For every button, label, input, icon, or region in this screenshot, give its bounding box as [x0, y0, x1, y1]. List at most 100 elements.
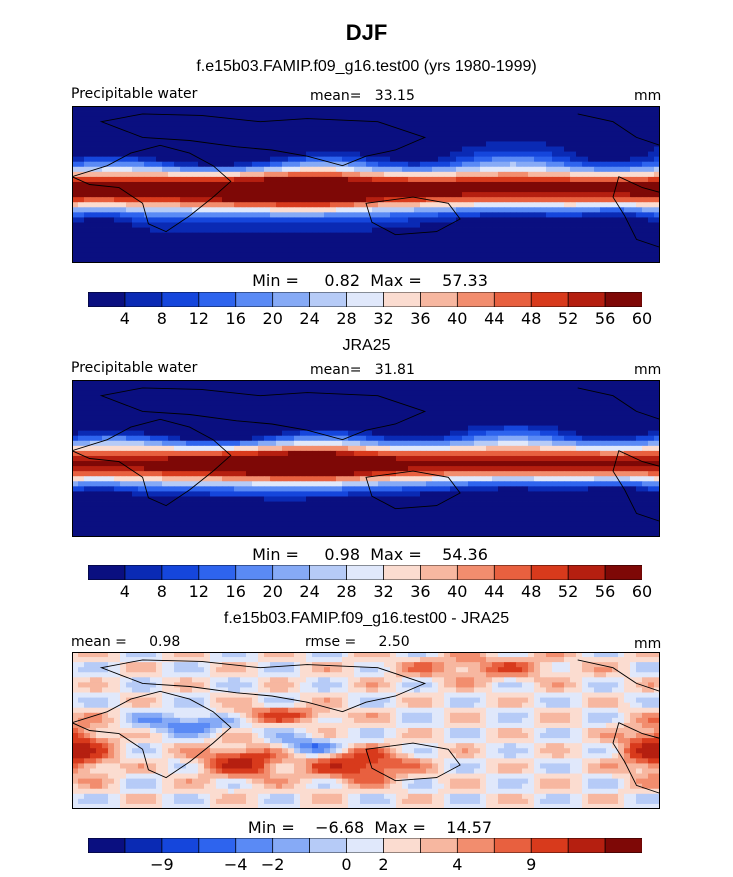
colorbar-swatch	[198, 292, 237, 307]
colorbar-swatch	[493, 838, 532, 853]
colorbar-tick-label: 56	[594, 309, 616, 328]
colorbar-tick-label: 56	[594, 582, 616, 601]
colorbar-swatch	[604, 292, 642, 307]
colorbar-swatch	[383, 292, 422, 307]
colorbar-tick-label: 40	[447, 582, 468, 601]
colorbar-swatch	[456, 292, 495, 307]
field-cells	[72, 652, 660, 809]
colorbar-tick-label: 24	[299, 309, 320, 328]
panel-2-colorbar	[88, 565, 642, 580]
figure-title: DJF	[345, 20, 388, 45]
panel-1-variable-label: Precipitable water	[71, 86, 198, 102]
colorbar-tick-label: 8	[156, 309, 167, 328]
panel-3-min-max: Min = −6.68 Max = 14.57	[247, 818, 493, 837]
colorbar-swatch	[198, 565, 237, 580]
panel-1-colorbar-ticks: 4 8 12 16 20 24 28 32 36 40 44 48 52 56 60	[88, 309, 652, 329]
panel-1-subtitle: f.e15b03.FAMIP.f09_g16.test00 (yrs 1980-…	[196, 58, 537, 75]
coastline	[577, 387, 660, 420]
colorbar-swatch	[272, 565, 311, 580]
colorbar-swatch	[235, 565, 274, 580]
colorbar-swatch	[88, 565, 126, 580]
colorbar-swatch	[88, 292, 126, 307]
coastline	[365, 196, 461, 236]
colorbar-tick-label: 52	[557, 582, 579, 601]
colorbar-swatch	[604, 838, 642, 853]
field-cells	[72, 106, 660, 263]
coastline	[612, 722, 660, 794]
map-frame	[72, 652, 660, 809]
panel-2-units-label: mm	[634, 362, 662, 378]
panel-1-colorbar	[88, 292, 642, 307]
colorbar-tick-label: 4	[119, 309, 130, 328]
coastline	[72, 418, 232, 507]
colorbar-tick-label: 28	[336, 309, 357, 328]
colorbar-tick-label: 60	[631, 309, 653, 328]
panel-1-units-label: mm	[634, 88, 662, 104]
panel-1-min-max: Min = 0.82 Max = 57.33	[252, 271, 488, 290]
colorbar-swatch	[88, 838, 126, 853]
colorbar-swatch	[493, 292, 532, 307]
panel-3-units-label: mm	[634, 636, 662, 652]
colorbar-tick-label: −4	[223, 855, 248, 874]
coastline	[577, 659, 660, 692]
colorbar-swatch	[198, 838, 237, 853]
colorbar-tick-label: 44	[484, 582, 505, 601]
panel-3-colorbar-svg	[88, 838, 642, 853]
colorbar-swatch	[309, 292, 348, 307]
colorbar-swatch	[456, 838, 495, 853]
colorbar-tick-label: 4	[452, 855, 463, 874]
colorbar-tick-label: 12	[188, 582, 209, 601]
colorbar-swatch	[419, 838, 459, 853]
colorbar-swatch	[124, 838, 163, 853]
colorbar-swatch	[161, 838, 200, 853]
map-frame	[72, 106, 660, 263]
coastline	[99, 659, 427, 713]
colorbar-tick-label: 9	[526, 855, 537, 874]
panel-3-map	[72, 652, 660, 809]
coastline	[365, 742, 461, 782]
colorbar-tick-label: 20	[262, 582, 283, 601]
panel-3-mean-label: mean = 0.98	[71, 634, 181, 650]
colorbar-tick-label: 4	[119, 582, 130, 601]
colorbar-tick-label: 36	[410, 309, 431, 328]
map-frame	[72, 380, 660, 537]
colorbar-swatch	[235, 292, 274, 307]
colorbar-swatch	[567, 565, 606, 580]
colorbar-swatch	[124, 565, 163, 580]
colorbar-swatch	[530, 565, 569, 580]
colorbar-swatch	[567, 838, 606, 853]
coastline	[99, 387, 427, 441]
panel-2-colorbar-ticks: 4 8 12 16 20 24 28 32 36 40 44 48 52 56 60	[88, 582, 652, 602]
panel-2-min-max: Min = 0.98 Max = 54.36	[252, 545, 488, 564]
panel-2-colorbar-svg	[88, 565, 642, 580]
coastline	[99, 113, 427, 167]
coastline	[612, 450, 660, 522]
colorbar-swatch	[604, 565, 642, 580]
panel-1-mean-label: mean= 33.15	[310, 88, 415, 104]
colorbar-tick-label: 24	[299, 582, 320, 601]
colorbar-tick-label: −9	[150, 855, 174, 874]
colorbar-swatch	[567, 292, 606, 307]
panel-2-map-svg	[72, 380, 660, 537]
colorbar-tick-label: 8	[156, 582, 167, 601]
colorbar-swatch	[383, 838, 422, 853]
panel-2-subtitle: JRA25	[342, 337, 391, 354]
colorbar-swatch	[346, 292, 385, 307]
colorbar-swatch	[456, 565, 495, 580]
colorbar-swatch	[161, 292, 200, 307]
colorbar-tick-label: 28	[336, 582, 357, 601]
panel-3-subtitle: f.e15b03.FAMIP.f09_g16.test00 - JRA25	[223, 610, 510, 627]
colorbar-tick-label: 40	[447, 309, 468, 328]
panel-1-map	[72, 106, 660, 263]
panel-2-variable-label: Precipitable water	[71, 360, 198, 376]
colorbar-swatch	[346, 838, 385, 853]
colorbar-tick-label: 2	[378, 855, 389, 874]
colorbar-tick-label: −2	[260, 855, 285, 874]
panel-3-colorbar-ticks: −9 −4 −2 0 2 4 9	[88, 855, 642, 875]
colorbar-swatch	[530, 292, 569, 307]
colorbar-tick-label: 48	[521, 582, 542, 601]
panel-1-colorbar-svg	[88, 292, 642, 307]
coastline	[72, 144, 232, 233]
colorbar-tick-label: 16	[225, 309, 246, 328]
colorbar-tick-label: 12	[188, 309, 209, 328]
